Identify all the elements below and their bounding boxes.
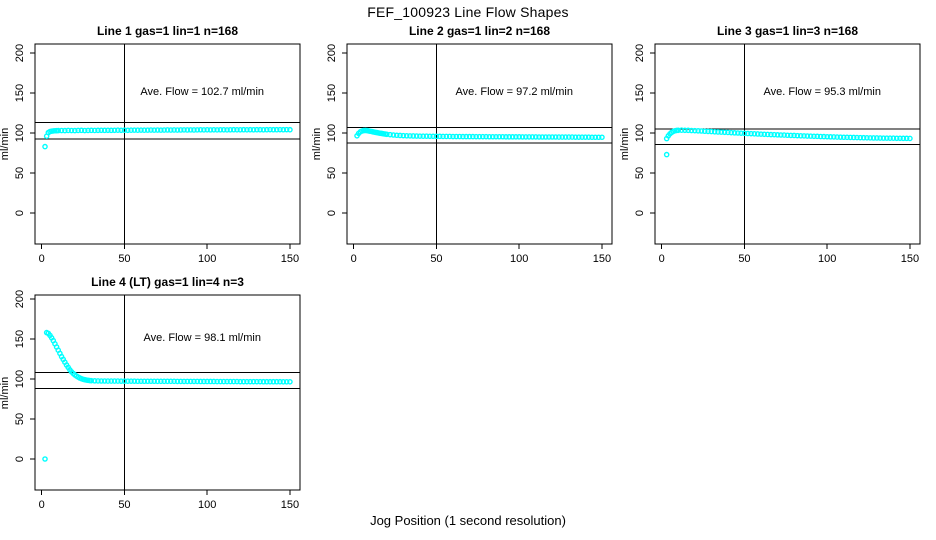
svg-text:0: 0 — [326, 210, 338, 216]
svg-text:50: 50 — [14, 167, 26, 179]
svg-text:100: 100 — [14, 124, 26, 142]
svg-text:0: 0 — [659, 253, 665, 265]
subplot-line-1: Line 1 gas=1 lin=1 n=168 ml/min Ave. Flo… — [0, 24, 301, 265]
plot-area-line-1: 0 50 100 150 0 50 100 150 200 — [14, 43, 301, 265]
svg-text:0: 0 — [351, 253, 357, 265]
subplot-line-4-title: Line 4 (LT) gas=1 lin=4 n=3 — [91, 275, 244, 289]
svg-text:100: 100 — [818, 253, 836, 265]
plot-area-line-4: 0 50 100 150 0 50 100 150 200 — [14, 290, 301, 511]
svg-text:150: 150 — [901, 253, 919, 265]
x-axis-label: Jog Position (1 second resolution) — [370, 513, 566, 528]
ave-flow-annotation: Ave. Flow = 98.1 ml/min — [143, 332, 261, 344]
svg-text:50: 50 — [118, 499, 130, 511]
svg-text:150: 150 — [281, 253, 299, 265]
svg-text:0: 0 — [14, 210, 26, 216]
subplot-line-2: Line 2 gas=1 lin=2 n=168 ml/min Ave. Flo… — [311, 24, 613, 265]
svg-text:200: 200 — [14, 44, 26, 62]
ave-flow-annotation: Ave. Flow = 97.2 ml/min — [455, 86, 573, 98]
subplot-line-2-title: Line 2 gas=1 lin=2 n=168 — [408, 24, 551, 38]
subplot-line-3-title: Line 3 gas=1 lin=3 n=168 — [716, 24, 859, 38]
svg-text:150: 150 — [326, 84, 338, 102]
svg-text:200: 200 — [14, 290, 26, 308]
plot-area-line-2: 0 50 100 150 0 50 100 150 200 — [326, 43, 613, 265]
svg-text:150: 150 — [14, 330, 26, 348]
ave-flow-annotation: Ave. Flow = 102.7 ml/min — [140, 86, 265, 98]
svg-text:200: 200 — [326, 44, 338, 62]
svg-text:100: 100 — [14, 370, 26, 388]
svg-text:100: 100 — [510, 253, 528, 265]
subplot-line-1-title: Line 1 gas=1 lin=1 n=168 — [96, 24, 239, 38]
svg-text:200: 200 — [634, 44, 646, 62]
svg-text:50: 50 — [326, 167, 338, 179]
svg-text:100: 100 — [326, 124, 338, 142]
svg-text:150: 150 — [634, 84, 646, 102]
svg-text:150: 150 — [593, 253, 611, 265]
svg-text:50: 50 — [634, 167, 646, 179]
plot-area-line-3: 0 50 100 150 0 50 100 150 200 — [634, 43, 921, 265]
svg-text:50: 50 — [430, 253, 442, 265]
svg-text:0: 0 — [39, 253, 45, 265]
svg-text:0: 0 — [14, 456, 26, 462]
svg-text:50: 50 — [14, 413, 26, 425]
svg-text:100: 100 — [634, 124, 646, 142]
svg-text:150: 150 — [14, 84, 26, 102]
subplot-line-3: Line 3 gas=1 lin=3 n=168 ml/min Ave. Flo… — [619, 24, 921, 265]
svg-text:150: 150 — [281, 499, 299, 511]
subplot-line-4: Line 4 (LT) gas=1 lin=4 n=3 ml/min Ave. … — [0, 275, 301, 511]
svg-text:50: 50 — [118, 253, 130, 265]
figure-title: FEF_100923 Line Flow Shapes — [367, 4, 569, 20]
svg-text:0: 0 — [634, 210, 646, 216]
ave-flow-annotation: Ave. Flow = 95.3 ml/min — [763, 86, 881, 98]
svg-text:50: 50 — [738, 253, 750, 265]
svg-text:100: 100 — [198, 499, 216, 511]
svg-text:100: 100 — [198, 253, 216, 265]
svg-text:0: 0 — [39, 499, 45, 511]
